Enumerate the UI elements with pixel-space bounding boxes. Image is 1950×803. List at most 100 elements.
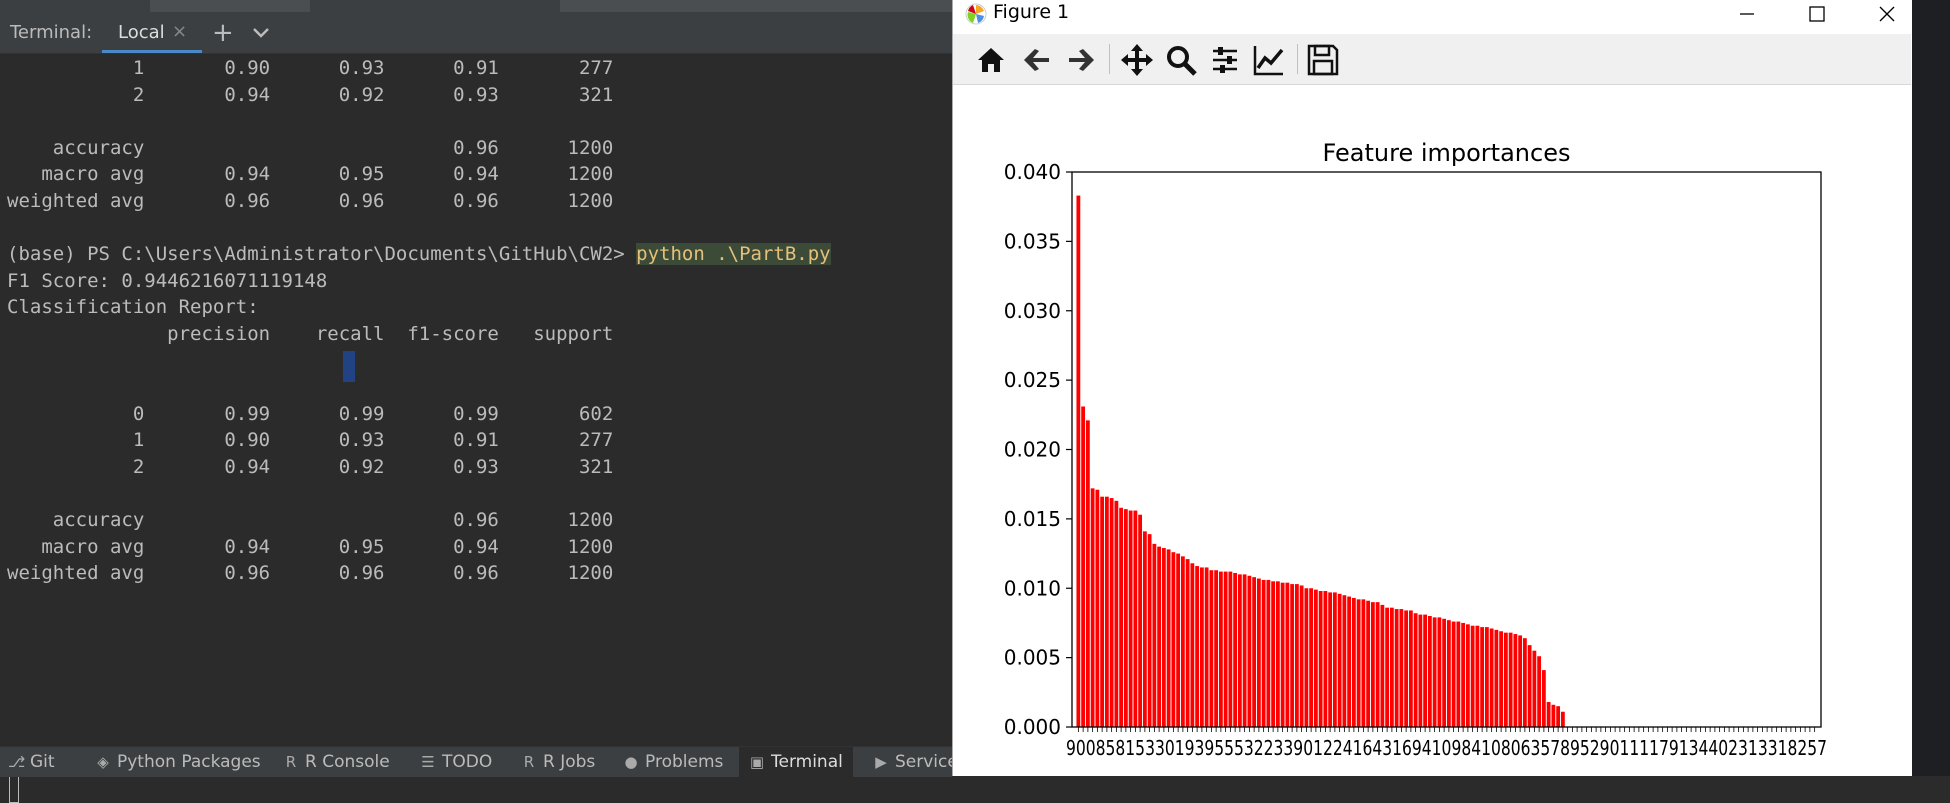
terminal-line: 1 0.90 0.93 0.91 277 — [7, 429, 614, 452]
bar — [1166, 549, 1171, 727]
bar — [1204, 567, 1209, 727]
bar — [1560, 711, 1565, 727]
y-tick-label: 0.040 — [1004, 160, 1061, 184]
bar — [1532, 650, 1537, 727]
bar — [1119, 507, 1124, 727]
tab-local[interactable]: Local × — [102, 12, 202, 53]
edit-axis-icon[interactable] — [1251, 42, 1287, 78]
pan-icon[interactable] — [1119, 42, 1155, 78]
bar — [1313, 589, 1318, 727]
bar — [1503, 632, 1508, 727]
ide-terminal-panel: Terminal: Local × + 1 0.90 0.93 0.91 277… — [0, 0, 967, 803]
bar — [1266, 579, 1271, 727]
bar — [1394, 609, 1399, 727]
shell-prompt: (base) PS C:\Users\Administrator\Documen… — [7, 243, 637, 266]
tool-tab-git[interactable]: ⎇ Git — [8, 747, 55, 777]
y-axis: 0.000 0.005 0.010 0.015 0.020 0.025 0.030 0.035… — [1004, 160, 1072, 739]
y-tick-label: 0.010 — [1004, 576, 1061, 600]
tool-tab-r-jobs[interactable]: R R Jobs — [521, 747, 596, 777]
tool-tab-python-packages[interactable]: ◈ Python Packages — [95, 747, 261, 777]
terminal-line: weighted avg 0.96 0.96 0.96 1200 — [7, 190, 614, 212]
bar — [1242, 574, 1247, 728]
chart-bars — [1076, 195, 1816, 732]
bar — [1142, 531, 1147, 727]
bar — [1128, 510, 1133, 727]
x-tick-labels: 9008581533019395553223390122416431694109… — [1066, 736, 1827, 760]
bar — [1228, 571, 1233, 727]
bar — [1408, 610, 1413, 727]
terminal-icon: ▣ — [749, 753, 765, 771]
bar — [1233, 572, 1238, 727]
terminal-line: 2 0.94 0.92 0.93 321 — [7, 83, 614, 106]
bar — [1180, 556, 1185, 727]
bar — [1332, 592, 1337, 727]
close-icon[interactable] — [1856, 0, 1916, 28]
bar — [1499, 631, 1504, 727]
bar — [1437, 617, 1442, 727]
bar — [1318, 591, 1323, 727]
bar — [1123, 509, 1128, 727]
bar — [1432, 617, 1437, 727]
bar — [1256, 578, 1261, 727]
bar — [1133, 510, 1138, 727]
bar — [1157, 546, 1162, 728]
tool-tab-services[interactable]: ▶ Services — [873, 747, 966, 777]
matplotlib-logo-icon — [965, 3, 987, 25]
bar — [1280, 582, 1285, 727]
minimize-icon[interactable] — [1716, 0, 1776, 28]
tool-tab-problems[interactable]: ● Problems — [623, 747, 723, 777]
maximize-icon[interactable] — [1786, 0, 1846, 28]
bar — [1356, 599, 1361, 727]
tool-tab-terminal[interactable]: ▣ Terminal — [739, 747, 853, 777]
bar — [1522, 638, 1527, 727]
bar — [1090, 488, 1095, 727]
bar — [1138, 514, 1143, 727]
bar — [1470, 625, 1475, 727]
back-icon[interactable] — [1019, 42, 1055, 78]
bar — [1451, 621, 1456, 727]
bar — [1109, 498, 1114, 727]
tool-tab-todo[interactable]: ☰ TODO — [420, 747, 492, 777]
bar — [1328, 592, 1333, 727]
bar — [1347, 596, 1352, 727]
editor-tab-stub[interactable] — [150, 0, 310, 12]
bar — [1285, 582, 1290, 727]
terminal-label: Terminal: — [10, 22, 93, 43]
bar — [1361, 599, 1366, 727]
tool-tab-r-console[interactable]: R R Console — [283, 747, 390, 777]
bar — [1247, 575, 1252, 727]
home-icon[interactable] — [973, 42, 1009, 78]
terminal-line: 1 0.90 0.93 0.91 277 — [7, 57, 614, 79]
bar — [1290, 584, 1295, 727]
bar — [1480, 627, 1485, 727]
chevron-down-icon[interactable] — [250, 22, 272, 44]
figure-canvas[interactable]: 0.000 0.005 0.010 0.015 0.020 0.025 0.030 0.035… — [953, 85, 1911, 776]
chart-title: Feature importances — [1323, 139, 1571, 167]
bar — [1095, 489, 1100, 727]
y-tick-label: 0.020 — [1004, 438, 1061, 462]
bar — [1161, 548, 1166, 727]
close-icon[interactable]: × — [172, 21, 188, 42]
save-icon[interactable] — [1305, 42, 1341, 78]
bar — [1104, 496, 1109, 727]
bar — [1475, 625, 1480, 727]
git-branch-icon: ⎇ — [8, 753, 26, 771]
configure-subplots-icon[interactable] — [1207, 42, 1243, 78]
bar — [1252, 577, 1257, 727]
bar — [1342, 595, 1347, 727]
zoom-icon[interactable] — [1163, 42, 1199, 78]
bar — [1190, 563, 1195, 727]
tool-tab-label: Python Packages — [117, 752, 261, 772]
bar — [1370, 602, 1375, 728]
bar — [1423, 614, 1428, 727]
window-titlebar[interactable]: Figure 1 — [953, 0, 1913, 28]
add-tab-icon[interactable]: + — [212, 18, 234, 48]
figure-toolbar — [953, 34, 1911, 85]
bar — [1223, 571, 1228, 727]
r-icon: R — [285, 753, 297, 771]
forward-icon[interactable] — [1063, 42, 1099, 78]
editor-tab-stub[interactable] — [560, 0, 952, 12]
bar — [1214, 570, 1219, 727]
terminal-output[interactable]: 1 0.90 0.93 0.91 277 2 0.94 0.92 0.93 32… — [0, 56, 952, 803]
bar — [1171, 552, 1176, 727]
